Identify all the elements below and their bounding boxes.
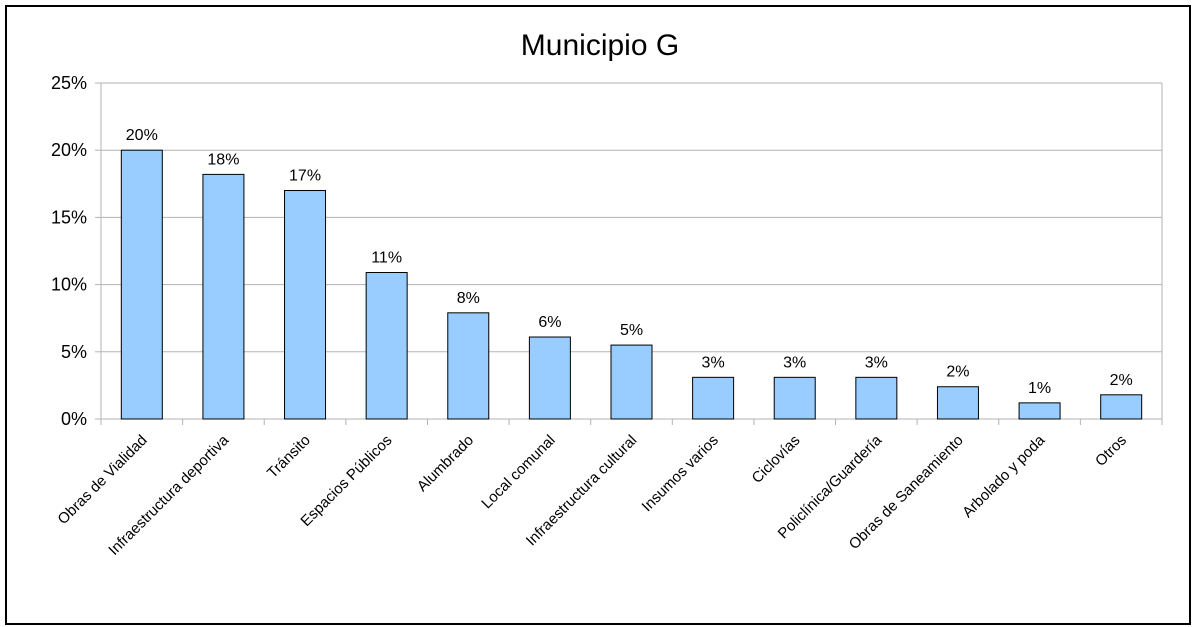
bar [773,376,816,420]
x-category-label: Alumbrado [414,432,477,495]
data-label: 17% [289,168,321,185]
gridlines [95,82,1163,425]
x-category-label: Espacios Públicos [297,432,395,530]
data-label: 20% [126,127,158,144]
chart-frame: Municipio G 0% 5% 10% 15% 20% 25% 20% 18% 17% 11… [5,5,1191,625]
x-category-label: Ciclovías [749,432,804,487]
data-label: 1% [1028,380,1051,397]
bars [120,149,1143,420]
x-category-label: Arbolado y poda [959,431,1049,521]
bar [936,386,979,420]
data-label: 5% [620,322,643,339]
y-axis-ticks: 0% 5% 10% 15% 20% 25% [51,73,87,429]
bar [202,173,245,420]
y-tick-label: 0% [61,409,87,429]
y-tick-label: 15% [51,207,87,227]
data-label: 3% [702,354,725,371]
x-category-label: Insumos varios [639,432,722,515]
y-tick-label: 10% [51,275,87,295]
data-label: 2% [1110,372,1133,389]
chart-title: Municipio G [521,29,679,62]
bar [447,312,490,420]
data-labels: 20% 18% 17% 11% 8% 6% 5% 3% 3% 3% 2% 1% 2% [126,127,1133,397]
bar [1100,394,1143,420]
x-category-label: Local comunal [478,432,558,512]
bar [365,272,408,420]
y-tick-label: 25% [51,73,87,93]
bar [855,376,898,420]
data-label: 11% [371,250,402,267]
x-category-label: Tránsito [264,432,314,482]
data-label: 3% [865,354,888,371]
bar [284,190,327,420]
data-label: 3% [783,354,806,371]
data-label: 18% [207,151,239,168]
bar-chart: Municipio G 0% 5% 10% 15% 20% 25% 20% 18% 17% 11… [51,29,1163,559]
bar [610,344,653,420]
y-tick-label: 20% [51,140,87,160]
bar [1018,402,1061,420]
bar [120,149,163,420]
bar [528,336,571,420]
data-label: 6% [538,314,561,331]
data-label: 8% [457,290,480,307]
bar [692,376,735,420]
x-category-label: Otros [1092,432,1130,470]
x-category-label: Obras de Vialidad [54,432,150,528]
data-label: 2% [946,364,969,381]
y-tick-label: 5% [61,342,87,362]
